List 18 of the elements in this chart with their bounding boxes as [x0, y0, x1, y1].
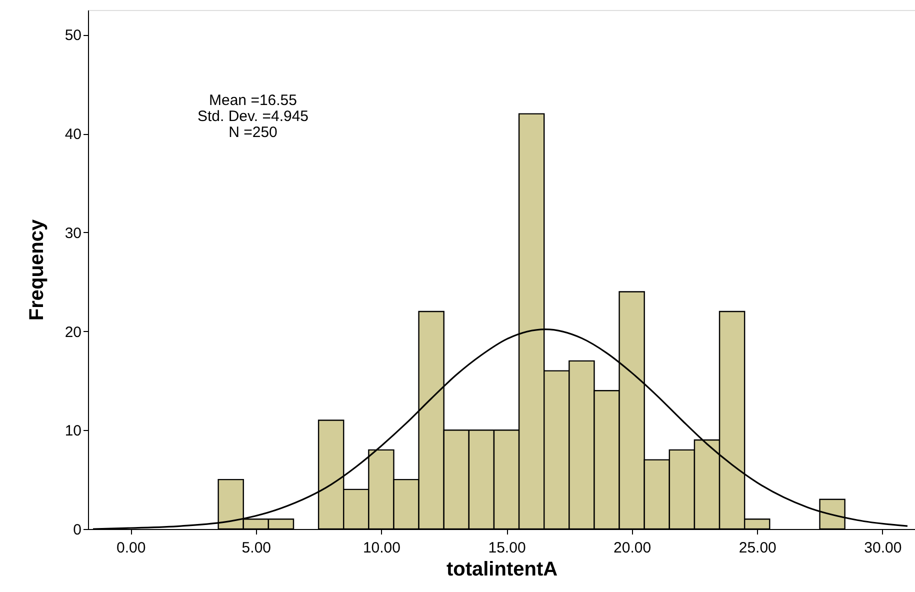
x-tick-label: 15.00: [488, 540, 526, 556]
x-tick-label: 0.00: [116, 540, 146, 556]
x-tick-label: 5.00: [242, 540, 272, 556]
x-tick-label: 10.00: [362, 540, 400, 556]
y-tick-label: 40: [64, 126, 82, 144]
y-tick-label: 20: [64, 324, 82, 341]
y-tick-label: 10: [64, 422, 82, 440]
y-axis-title: Frequency: [26, 218, 48, 321]
x-tick-label: 30.00: [864, 540, 902, 556]
y-tick-label: 50: [64, 27, 82, 44]
annotation: Mean =16.55: [209, 92, 297, 109]
x-tick-label: 20.00: [614, 540, 652, 556]
x-axis-title: totalintentA: [446, 558, 558, 580]
y-tick-label: 30: [64, 224, 82, 242]
annotation: Std. Dev. =4.945: [197, 108, 309, 125]
y-tick-label: 0: [73, 522, 82, 538]
annotation: N =250: [228, 124, 278, 141]
x-tick-label: 25.00: [738, 540, 776, 556]
